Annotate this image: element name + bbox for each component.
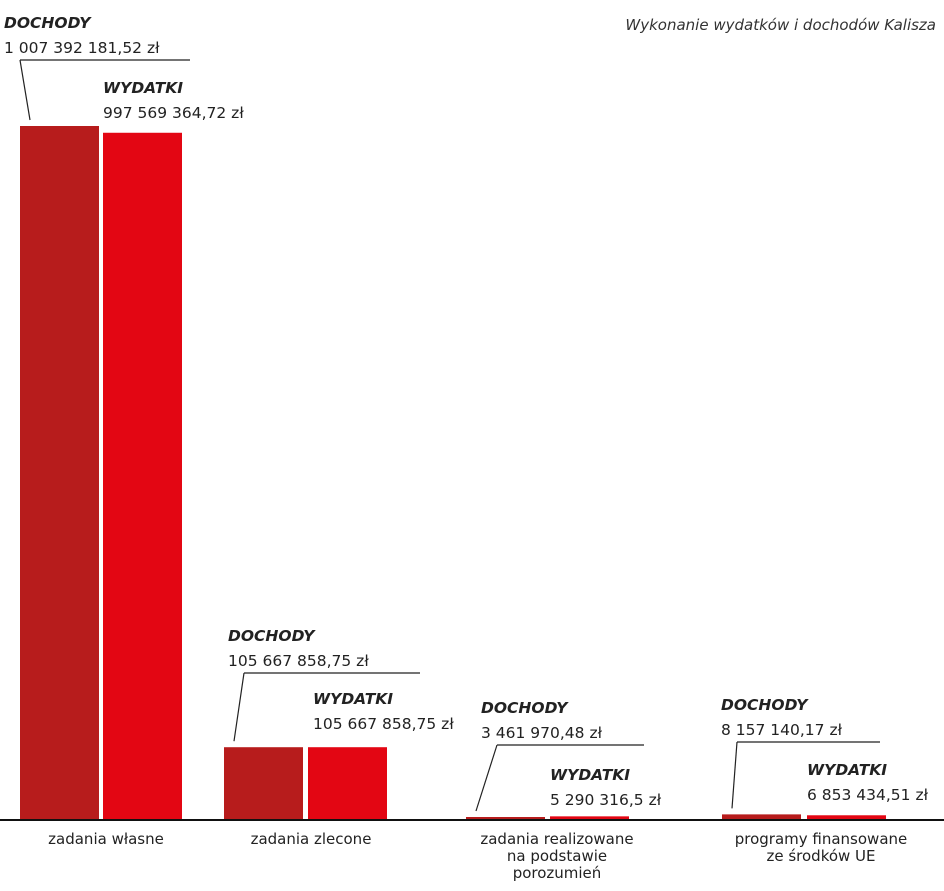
chart-title: Wykonanie wydatków i dochodów Kalisza [625,16,936,34]
leader-line-dochody-2 [233,672,245,742]
category-label-3: porozumień [513,864,602,882]
bars [20,126,886,820]
leader-line-dochody-4 [731,741,738,809]
value-label-wydatki-2: 105 667 858,75 zł [313,715,454,733]
bar-wydatki-2 [308,747,387,820]
value-labels: DOCHODY 1 007 392 181,52 zł WYDATKI 997 569… [4,14,929,812]
category-label-4: programy finansowane [735,830,908,848]
category-label-3: na podstawie [507,847,607,865]
bar-dochody-2 [224,747,303,820]
value-label-dochody-4: 8 157 140,17 zł [721,721,843,739]
bar-dochody-3 [466,817,545,820]
value-label-dochody-2: 105 667 858,75 zł [228,652,369,670]
series-label-wydatki-2: WYDATKI [313,690,393,708]
category-label-3: zadania realizowane [480,830,633,848]
series-label-dochody-2: DOCHODY [228,627,316,645]
series-label-dochody-4: DOCHODY [721,696,809,714]
category-label-2: zadania zlecone [251,830,372,848]
value-label-wydatki-3: 5 290 316,5 zł [550,791,662,809]
bar-wydatki-1 [103,132,182,820]
leader-line-dochody-1 [19,59,31,121]
category-label-4: ze środków UE [766,847,875,865]
bar-wydatki-4 [807,815,886,820]
value-label-wydatki-4: 6 853 434,51 zł [807,786,929,804]
value-label-dochody-3: 3 461 970,48 zł [481,724,603,742]
category-label-1: zadania własne [48,830,164,848]
bar-dochody-4 [722,814,801,820]
bar-dochody-1 [20,126,99,820]
series-label-wydatki-3: WYDATKI [550,766,630,784]
series-label-wydatki-1: WYDATKI [103,79,183,97]
bar-wydatki-3 [550,816,629,820]
series-label-dochody-1: DOCHODY [4,14,92,32]
series-label-wydatki-4: WYDATKI [807,761,887,779]
category-labels: zadania własne zadania zlecone zadania rea… [48,830,907,882]
value-label-dochody-1: 1 007 392 181,52 zł [4,39,160,57]
series-label-dochody-3: DOCHODY [481,699,569,717]
value-label-wydatki-1: 997 569 364,72 zł [103,104,244,122]
leader-line-dochody-3 [475,744,498,812]
